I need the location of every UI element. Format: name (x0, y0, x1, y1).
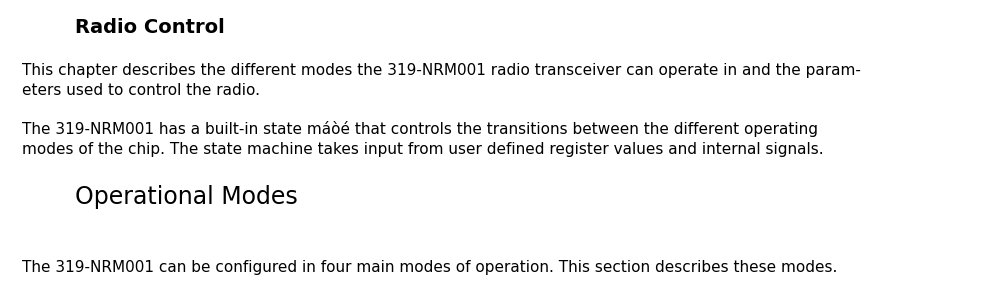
Text: Radio Control: Radio Control (75, 18, 225, 37)
Text: This chapter describes the different modes the 319-NRM001 radio transceiver can : This chapter describes the different mod… (22, 63, 861, 98)
Text: Operational Modes: Operational Modes (75, 185, 298, 209)
Text: The 319-NRM001 has a built-in state máòé that controls the transitions between t: The 319-NRM001 has a built-in state máòé… (22, 121, 824, 157)
Text: The 319-NRM001 can be configured in four main modes of operation. This section d: The 319-NRM001 can be configured in four… (22, 260, 838, 275)
